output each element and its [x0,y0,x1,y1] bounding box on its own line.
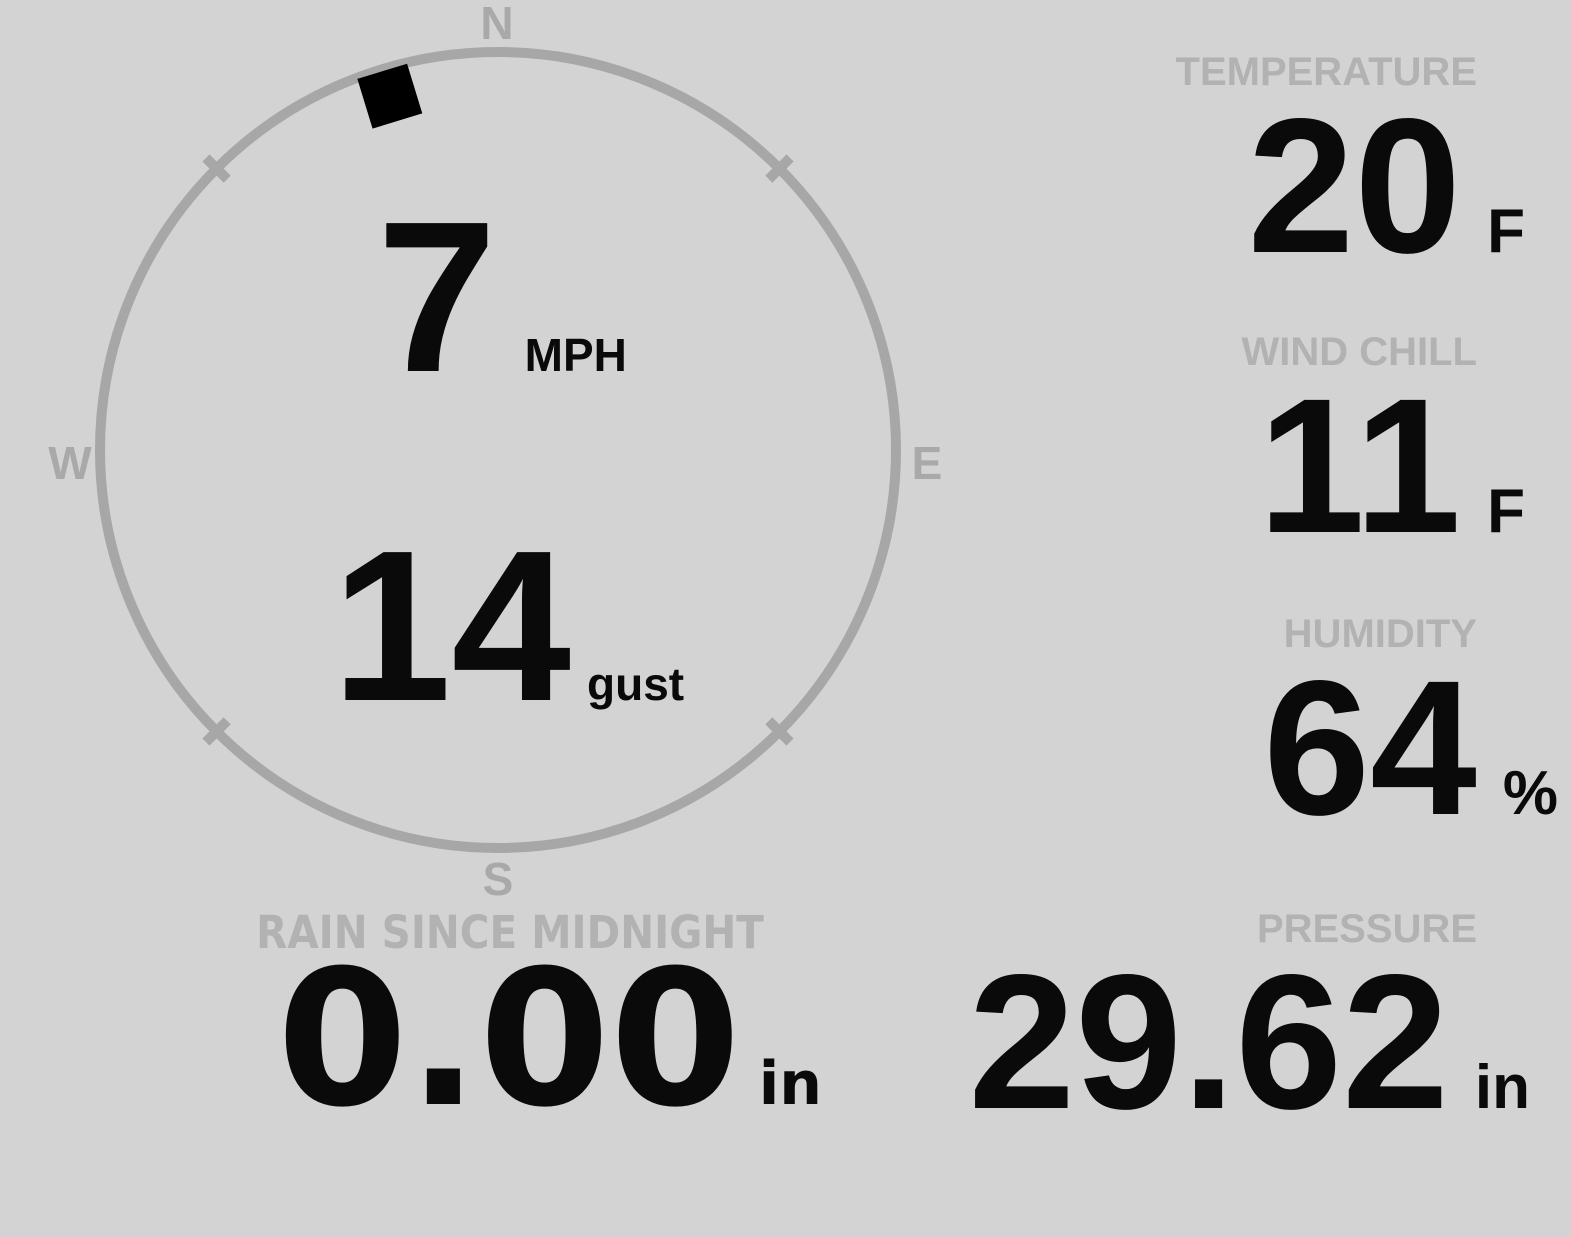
wind-chill-label: WIND CHILL [1241,330,1477,374]
wind-chill-unit: F [1487,477,1525,546]
humidity-value: 64 [1263,640,1477,855]
compass-label-north: N [480,0,514,49]
rain-label: RAIN SINCE MIDNIGHT [256,906,764,959]
humidity-reading: 64 % [1263,652,1558,844]
humidity-label: HUMIDITY [1283,612,1477,656]
wind-gust-value: 14 [331,505,572,746]
temperature-unit: F [1487,197,1525,266]
wind-speed-unit: MPH [524,329,627,381]
rain-reading: 0.00 in [277,946,822,1134]
wind-speed: 7 MPH [377,189,627,404]
compass-ring [95,47,901,853]
temperature-label: TEMPERATURE [1175,50,1477,94]
wind-gust: 14 gust [332,518,684,733]
pressure-unit: in [1474,1053,1530,1122]
compass-label-south: S [482,853,514,905]
rain-unit: in [758,1049,822,1119]
compass-label-east: E [911,437,943,489]
wind-gust-unit: gust [587,658,685,710]
wind-chill-reading: 11 F [1258,370,1525,562]
pressure-value: 29.62 [968,934,1449,1149]
compass-label-west: W [48,437,92,489]
humidity-unit: % [1502,759,1558,828]
pressure-reading: 29.62 in [968,946,1530,1138]
rain-value: 0.00 [276,930,741,1149]
wind-speed-value: 7 [377,176,497,417]
temperature-value: 20 [1247,78,1462,293]
pressure-label: PRESSURE [1256,907,1477,951]
temperature-reading: 20 F [1248,90,1525,282]
wind-chill-value: 11 [1258,358,1462,573]
